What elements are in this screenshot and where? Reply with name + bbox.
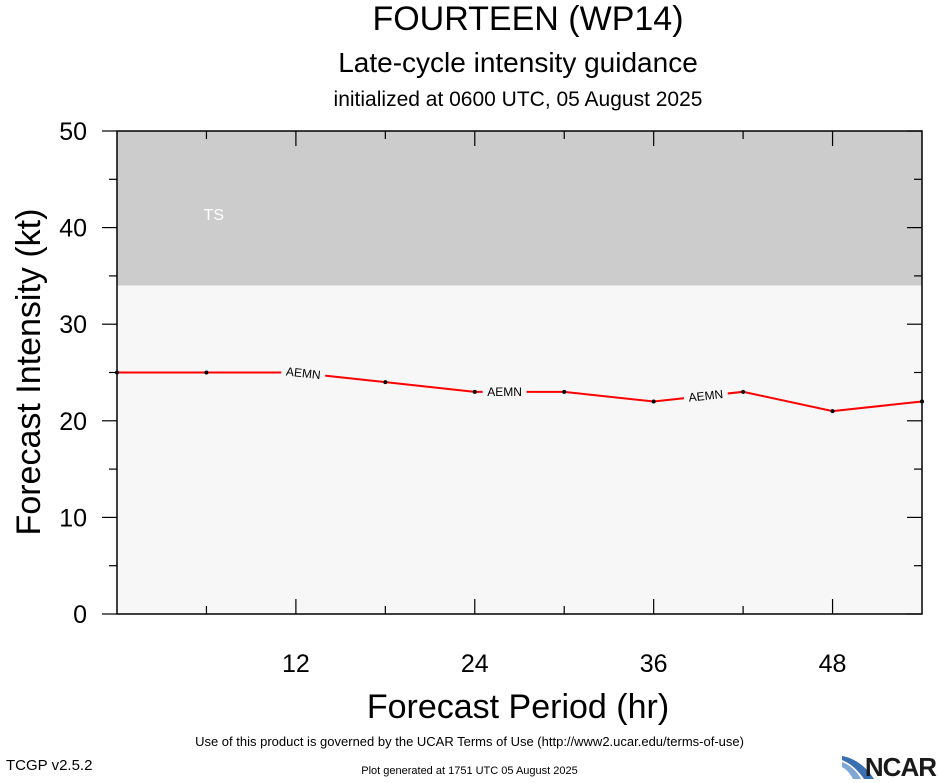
- series-label-aemn-2: AEMN: [482, 383, 527, 399]
- tick-labels: 0 10 20 30 40 50 12 24 36 48: [59, 118, 846, 678]
- ncar-swoosh-icon: [842, 756, 874, 779]
- axis-ticks: [102, 130, 922, 615]
- y-tick-label-30: 30: [59, 311, 87, 339]
- x-axis-label: Forecast Period (hr): [367, 688, 669, 726]
- series-label-aemn-1: AEMN: [280, 362, 327, 382]
- chart-subtitle: Late-cycle intensity guidance: [338, 47, 698, 78]
- y-axis-label: Forecast Intensity (kt): [10, 209, 48, 536]
- data-point-aemn-24h: [472, 389, 477, 394]
- series-label-text: AEMN: [487, 385, 522, 399]
- ncar-logo: NCAR: [840, 752, 937, 782]
- intensity-band-ts: [117, 131, 922, 286]
- series-layer: AEMN AEMN AEMN: [115, 362, 924, 414]
- series-label-text: AEMN: [285, 364, 321, 382]
- x-tick-label-36: 36: [640, 650, 668, 678]
- x-tick-label-24: 24: [461, 650, 489, 678]
- series-label-text: AEMN: [688, 387, 724, 405]
- series-label-aemn-3: AEMN: [683, 385, 729, 405]
- intensity-bands: TS: [117, 131, 922, 614]
- data-point-aemn-30h: [562, 389, 567, 394]
- data-point-aemn-42h: [741, 389, 746, 394]
- y-tick-label-10: 10: [59, 504, 87, 532]
- ncar-logo-text: NCAR: [864, 752, 937, 782]
- data-point-aemn-18h: [383, 380, 388, 385]
- series-label-bg: [683, 385, 729, 405]
- data-point-aemn-48h: [830, 409, 835, 414]
- y-tick-label-40: 40: [59, 215, 87, 243]
- y-tick-label-20: 20: [59, 408, 87, 436]
- chart-title: FOURTEEN (WP14): [372, 0, 683, 38]
- series-label-bg: [482, 383, 527, 398]
- generated-timestamp: Plot generated at 1751 UTC 05 August 202…: [361, 765, 578, 777]
- x-tick-label-12: 12: [282, 650, 310, 678]
- y-tick-label-0: 0: [73, 601, 87, 629]
- y-tick-label-50: 50: [59, 118, 87, 146]
- data-point-aemn-36h: [651, 399, 656, 404]
- band-label-ts: TS: [204, 207, 224, 224]
- data-point-aemn-6h: [204, 370, 209, 375]
- version-label: TCGP v2.5.2: [6, 757, 93, 774]
- x-tick-label-48: 48: [819, 650, 847, 678]
- intensity-band-base: [117, 285, 922, 614]
- terms-of-use-note: Use of this product is governed by the U…: [195, 734, 744, 749]
- chart-initialized: initialized at 0600 UTC, 05 August 2025: [334, 88, 703, 111]
- series-label-bg: [280, 362, 327, 382]
- plot-frame: [116, 130, 923, 615]
